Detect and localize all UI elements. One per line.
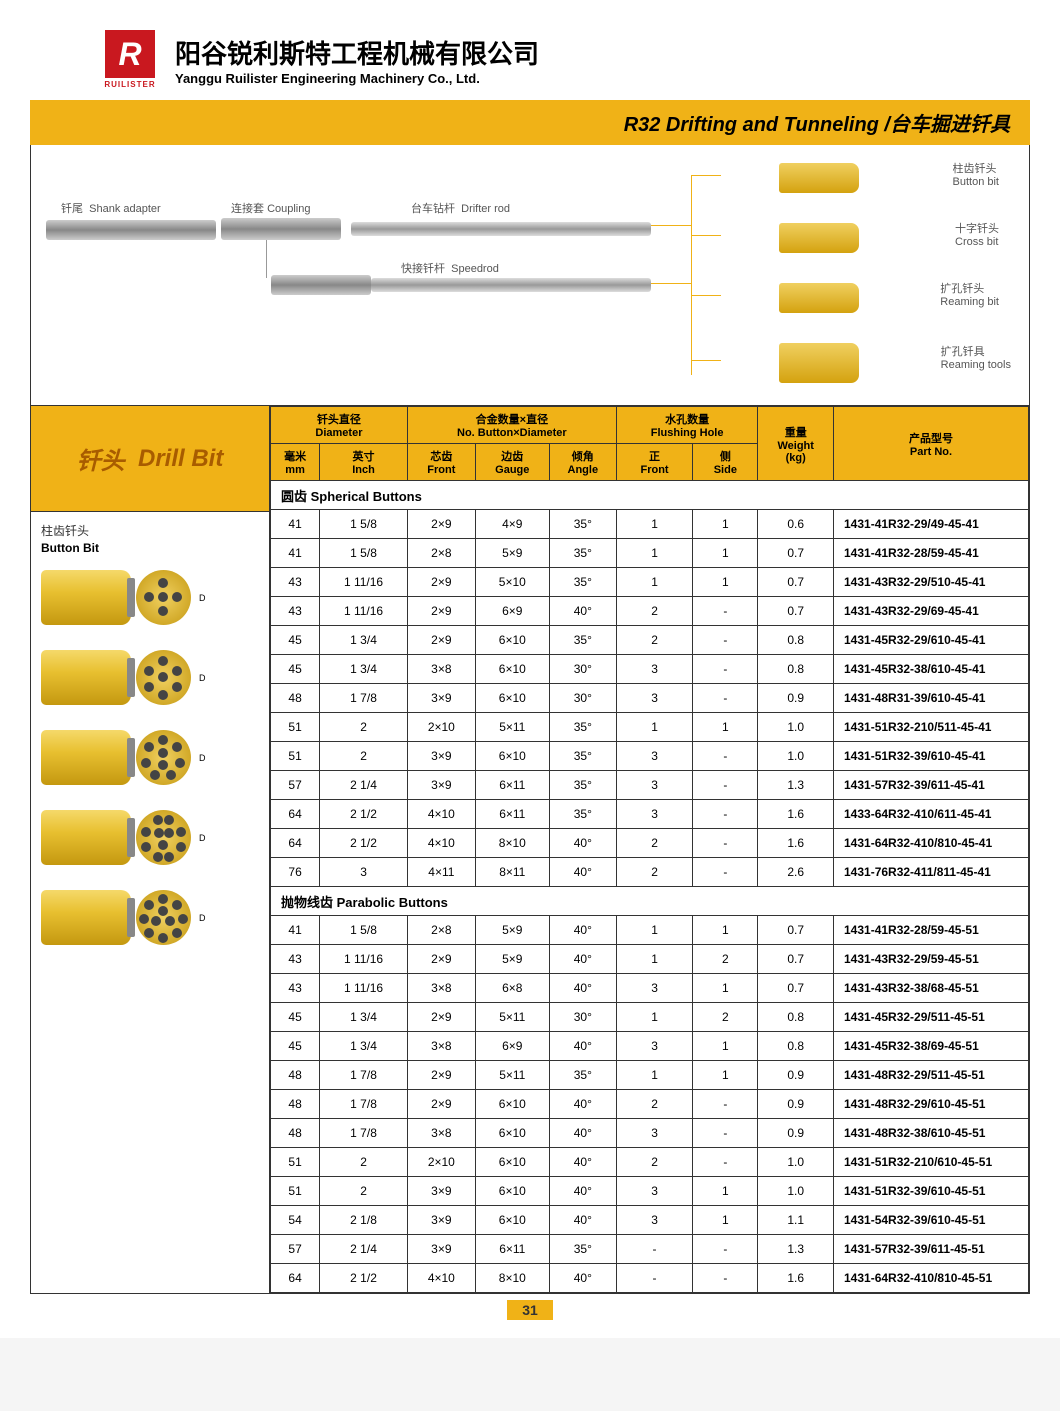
reaming-bit-label: 扩孔钎头Reaming bit [940, 280, 999, 308]
table-row: 642 1/24×106×1135°3-1.61433-64R32-410/61… [271, 800, 1029, 829]
reaming-tools-icon [779, 343, 859, 383]
table-row: 411 5/82×85×935°110.71431-41R32-28/59-45… [271, 539, 1029, 568]
cross-bit-icon [779, 223, 859, 253]
table-row: 642 1/24×108×1040°--1.61431-64R32-410/81… [271, 1264, 1029, 1293]
table-row: 431 11/162×95×1035°110.71431-43R32-29/51… [271, 568, 1029, 597]
company-name-cn: 阳谷锐利斯特工程机械有限公司 [175, 34, 539, 71]
coupling-rod [221, 218, 341, 240]
table-row: 5123×96×1040°311.01431-51R32-39/610-45-5… [271, 1177, 1029, 1206]
table-row: 431 11/163×86×840°310.71431-43R32-38/68-… [271, 974, 1029, 1003]
assembly-diagram: 钎尾 Shank adapter 连接套 Coupling 台车钻杆 Drift… [31, 145, 1029, 406]
button-bit-label: 柱齿钎头Button bit [953, 160, 999, 188]
table-row: 451 3/42×95×1130°120.81431-45R32-29/511-… [271, 1003, 1029, 1032]
shank-rod [46, 220, 216, 240]
table-row: 5123×96×1035°3-1.01431-51R32-39/610-45-4… [271, 742, 1029, 771]
page-header: R RUILISTER 阳谷锐利斯特工程机械有限公司 Yanggu Ruilis… [30, 30, 1030, 90]
title-bar: R32 Drifting and Tunneling /台车掘进钎具 [30, 100, 1030, 145]
company-name-en: Yanggu Ruilister Engineering Machinery C… [175, 71, 539, 86]
table-row: 642 1/24×108×1040°2-1.61431-64R32-410/81… [271, 829, 1029, 858]
coupling-label: 连接套 Coupling [231, 200, 310, 216]
table-row: 481 7/83×86×1040°3-0.91431-48R32-38/610-… [271, 1119, 1029, 1148]
table-row: 5122×105×1135°111.01431-51R32-210/511-45… [271, 713, 1029, 742]
cross-bit-label: 十字钎头Cross bit [955, 220, 999, 248]
logo-icon: R [105, 30, 155, 78]
spec-table: 钎头直径Diameter 合金数量×直径No. Button×Diameter … [270, 406, 1029, 1293]
drill-bit-heading: 钎头 Drill Bit [31, 406, 269, 512]
bit-illustration-4: D [41, 810, 259, 865]
section-header: 圆齿 Spherical Buttons [271, 481, 1029, 510]
table-row: 572 1/43×96×1135°--1.31431-57R32-39/611-… [271, 1235, 1029, 1264]
reaming-tools-label: 扩孔钎具Reaming tools [941, 343, 1011, 371]
shank-label: 钎尾 Shank adapter [61, 200, 161, 216]
drifter-label: 台车钻杆 Drifter rod [411, 200, 510, 216]
table-row: 451 3/42×96×1035°2-0.81431-45R32-29/610-… [271, 626, 1029, 655]
table-row: 481 7/82×95×1135°110.91431-48R32-29/511-… [271, 1061, 1029, 1090]
logo-brand: RUILISTER [104, 80, 155, 89]
table-row: 481 7/82×96×1040°2-0.91431-48R32-29/610-… [271, 1090, 1029, 1119]
logo: R RUILISTER [100, 30, 160, 90]
table-row: 542 1/83×96×1040°311.11431-54R32-39/610-… [271, 1206, 1029, 1235]
speedrod-label: 快接钎杆 Speedrod [401, 260, 499, 276]
speedrod-coupling [271, 275, 371, 295]
bit-illustration-1: D [41, 570, 259, 625]
table-row: 451 3/43×86×940°310.81431-45R32-38/69-45… [271, 1032, 1029, 1061]
table-row: 572 1/43×96×1135°3-1.31431-57R32-39/611-… [271, 771, 1029, 800]
table-row: 431 11/162×95×940°120.71431-43R32-29/59-… [271, 945, 1029, 974]
button-bit-icon [779, 163, 859, 193]
table-row: 411 5/82×85×940°110.71431-41R32-28/59-45… [271, 916, 1029, 945]
table-row: 5122×106×1040°2-1.01431-51R32-210/610-45… [271, 1148, 1029, 1177]
table-row: 431 11/162×96×940°2-0.71431-43R32-29/69-… [271, 597, 1029, 626]
bit-illustration-3: D [41, 730, 259, 785]
bit-illustration-2: D [41, 650, 259, 705]
table-row: 451 3/43×86×1030°3-0.81431-45R32-38/610-… [271, 655, 1029, 684]
drifter-rod [351, 222, 651, 236]
table-row: 7634×118×1140°2-2.61431-76R32-411/811-45… [271, 858, 1029, 887]
section-header: 抛物线齿 Parabolic Buttons [271, 887, 1029, 916]
table-row: 481 7/83×96×1030°3-0.91431-48R31-39/610-… [271, 684, 1029, 713]
page-number: 31 [30, 1302, 1030, 1318]
bit-illustration-5: D [41, 890, 259, 945]
reaming-bit-icon [779, 283, 859, 313]
speedrod-rod [371, 278, 651, 292]
table-row: 411 5/82×94×935°110.61431-41R32-29/49-45… [271, 510, 1029, 539]
button-bit-label-en: Button Bit [41, 541, 259, 555]
button-bit-label-cn: 柱齿钎头 [41, 522, 259, 539]
